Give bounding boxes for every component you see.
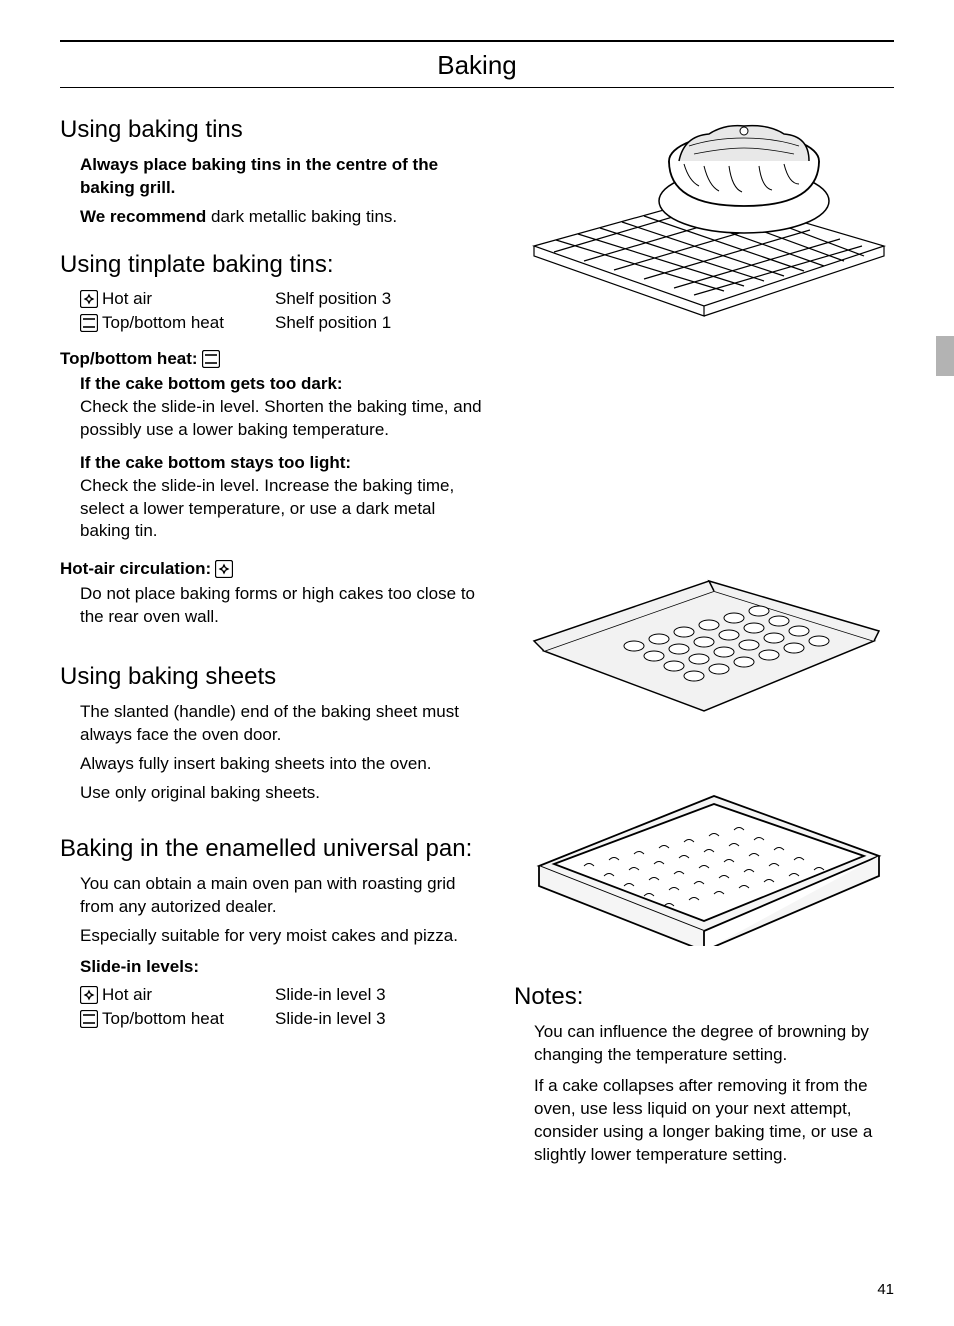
notes-p1: You can influence the degree of browning… <box>534 1021 894 1067</box>
tins-p1: Always place baking tins in the centre o… <box>80 154 484 200</box>
tins-p2: We recommend dark metallic baking tins. <box>80 206 484 229</box>
page-header: Baking <box>60 40 894 88</box>
light-body: Check the slide-in level. Increase the b… <box>80 476 454 541</box>
content-columns: Using baking tins Always place baking ti… <box>60 106 894 1173</box>
tins-p2-rest: dark metallic baking tins. <box>206 207 397 226</box>
margin-tab <box>936 336 954 376</box>
heading-tinplate: Using tinplate baking tins: <box>60 251 484 279</box>
left-column: Using baking tins Always place baking ti… <box>60 106 484 1173</box>
pan-tb-val: Slide-in level 3 <box>275 1009 386 1029</box>
pan-p1: You can obtain a main oven pan with roas… <box>80 873 484 919</box>
page-title: Baking <box>60 50 894 81</box>
hotair-tip: Do not place baking forms or high cakes … <box>60 583 484 629</box>
spacer <box>514 361 894 541</box>
sheets-p2: Always fully insert baking sheets into t… <box>80 753 484 776</box>
heading-using-baking-tins: Using baking tins <box>60 116 484 144</box>
tinplate-hotair-text: Hot air <box>102 289 152 309</box>
notes-body: You can influence the degree of browning… <box>514 1021 894 1167</box>
sheets-body: The slanted (handle) end of the baking s… <box>60 701 484 805</box>
hot-air-icon <box>80 986 98 1004</box>
tins-body: Always place baking tins in the centre o… <box>60 154 484 229</box>
illustration-universal-pan <box>514 746 894 946</box>
illustration-baking-sheet <box>514 541 894 721</box>
subhead-tb-text: Top/bottom heat: <box>60 349 198 369</box>
top-bottom-icon <box>80 314 98 332</box>
subhead-topbottom: Top/bottom heat: <box>60 349 484 369</box>
light-head: If the cake bottom stays too light: <box>80 453 351 472</box>
pan-hotair-val: Slide-in level 3 <box>275 985 386 1005</box>
page-number: 41 <box>877 1281 894 1298</box>
tinplate-row-hotair: Hot air Shelf position 3 <box>80 289 484 309</box>
pan-body: You can obtain a main oven pan with roas… <box>60 873 484 1029</box>
illustration-grill-rack <box>514 106 894 336</box>
pan-tb-label: Top/bottom heat <box>80 1009 275 1029</box>
hot-air-icon <box>215 560 233 578</box>
tinplate-tb-text: Top/bottom heat <box>102 313 224 333</box>
tinplate-tb-label: Top/bottom heat <box>80 313 275 333</box>
hot-air-icon <box>80 290 98 308</box>
top-bottom-icon <box>202 350 220 368</box>
heading-notes: Notes: <box>514 983 894 1011</box>
subhead-hotair: Hot-air circulation: <box>60 559 484 579</box>
notes-p2: If a cake collapses after removing it fr… <box>534 1075 894 1167</box>
pan-tb-text: Top/bottom heat <box>102 1009 224 1029</box>
light-tip: If the cake bottom stays too light: Check… <box>80 452 484 544</box>
pan-p2: Especially suitable for very moist cakes… <box>80 925 484 948</box>
pan-row-hotair: Hot air Slide-in level 3 <box>80 985 484 1005</box>
sheets-p1: The slanted (handle) end of the baking s… <box>80 701 484 747</box>
heading-pan: Baking in the enamelled universal pan: <box>60 835 484 863</box>
sheets-p3: Use only original baking sheets. <box>80 782 484 805</box>
tinplate-body: Hot air Shelf position 3 Top/bottom heat… <box>60 289 484 629</box>
tinplate-row-topbottom: Top/bottom heat Shelf position 1 <box>80 313 484 333</box>
subhead-ha-text: Hot-air circulation: <box>60 559 211 579</box>
tinplate-hotair-val: Shelf position 3 <box>275 289 391 309</box>
top-bottom-icon <box>80 1010 98 1028</box>
pan-hotair-label: Hot air <box>80 985 275 1005</box>
dark-body: Check the slide-in level. Shorten the ba… <box>80 397 482 439</box>
dark-head: If the cake bottom gets too dark: <box>80 374 343 393</box>
tinplate-tb-val: Shelf position 1 <box>275 313 391 333</box>
right-column: Notes: You can influence the degree of b… <box>514 106 894 1173</box>
heading-sheets: Using baking sheets <box>60 663 484 691</box>
tb-tips: If the cake bottom gets too dark: Check t… <box>60 373 484 544</box>
pan-hotair-text: Hot air <box>102 985 152 1005</box>
dark-tip: If the cake bottom gets too dark: Check t… <box>80 373 484 442</box>
hotair-body: Do not place baking forms or high cakes … <box>80 583 484 629</box>
pan-sub: Slide-in levels: <box>80 956 484 979</box>
tins-p2-lead: We recommend <box>80 207 206 226</box>
pan-row-tb: Top/bottom heat Slide-in level 3 <box>80 1009 484 1029</box>
tinplate-hotair-label: Hot air <box>80 289 275 309</box>
